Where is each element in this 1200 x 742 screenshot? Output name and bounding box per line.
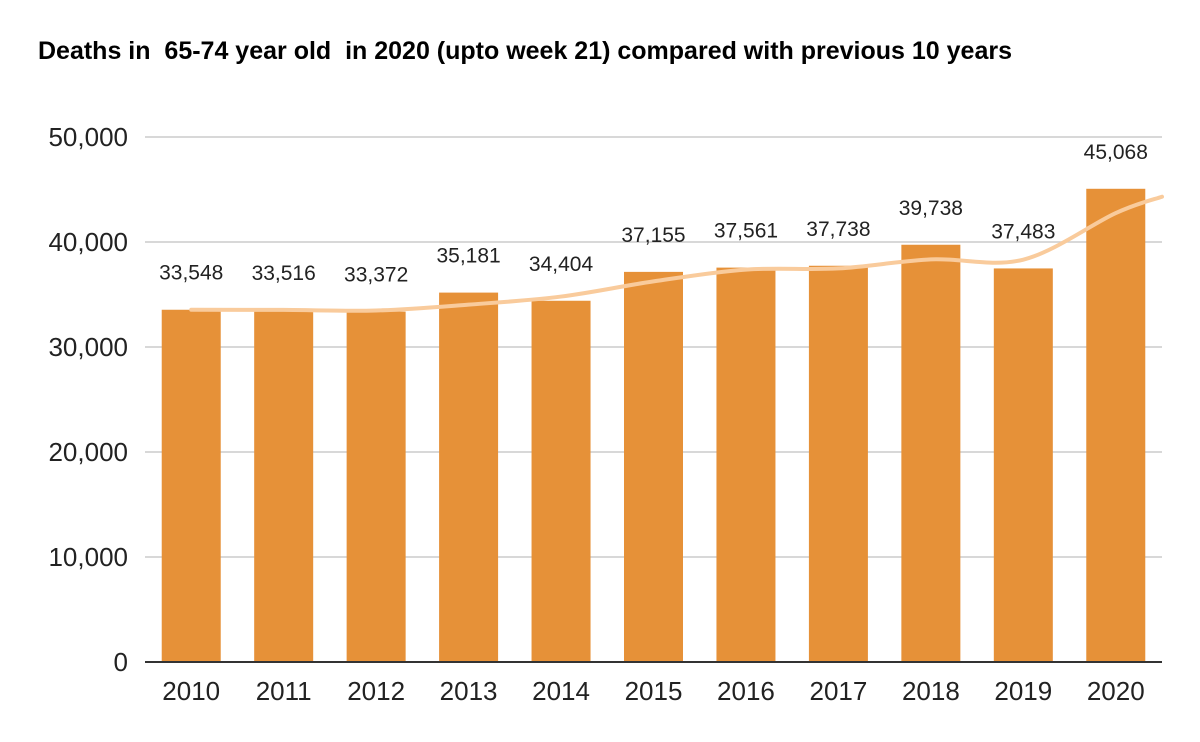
bar — [346, 311, 406, 662]
bar — [901, 244, 961, 662]
x-tick-label: 2010 — [162, 676, 220, 706]
data-label: 35,181 — [436, 245, 500, 268]
bar — [531, 300, 591, 662]
data-label: 33,372 — [344, 264, 408, 287]
x-tick-label: 2015 — [625, 676, 683, 706]
bar — [254, 310, 314, 662]
bar — [1086, 188, 1146, 662]
x-tick-label: 2018 — [902, 676, 960, 706]
x-tick-label: 2011 — [256, 676, 312, 706]
data-label: 37,155 — [621, 224, 685, 247]
x-tick-label: 2020 — [1087, 676, 1145, 706]
bar — [161, 309, 221, 662]
y-tick-label: 40,000 — [48, 227, 128, 257]
bar — [439, 292, 499, 662]
data-label: 33,516 — [252, 262, 316, 285]
x-tick-label: 2014 — [532, 676, 590, 706]
data-label: 39,738 — [899, 197, 963, 220]
trendline-layer — [189, 194, 1164, 313]
bars — [161, 188, 1146, 662]
data-label: 45,068 — [1084, 141, 1148, 164]
x-tick-label: 2016 — [717, 676, 775, 706]
bar — [808, 265, 868, 662]
y-tick-label: 50,000 — [48, 122, 128, 152]
x-tick-label: 2017 — [809, 676, 867, 706]
y-tick-label: 10,000 — [48, 542, 128, 572]
x-tick-label: 2013 — [440, 676, 498, 706]
data-label: 37,561 — [714, 220, 778, 243]
trendline — [189, 194, 1164, 313]
data-label: 37,738 — [806, 218, 870, 241]
x-tick-label: 2019 — [994, 676, 1052, 706]
bar — [624, 271, 683, 662]
y-tick-label: 20,000 — [48, 437, 128, 467]
y-tick-label: 30,000 — [48, 332, 128, 362]
bar — [993, 268, 1053, 662]
data-labels: 33,548 33,516 33,372 35,181 34,404 37,155 37,5… — [159, 141, 1148, 287]
y-tick-label: 0 — [114, 647, 128, 677]
x-tick-label: 2012 — [347, 676, 405, 706]
data-label: 33,548 — [159, 262, 223, 285]
data-label: 34,404 — [529, 253, 594, 276]
data-label: 37,483 — [991, 220, 1055, 243]
axes: 0 10,000 20,000 30,000 40,000 50,000 2010 2011 2… — [48, 122, 1162, 706]
chart-title: Deaths in 65-74 year old in 2020 (upto w… — [38, 37, 1012, 65]
bar — [716, 267, 776, 662]
